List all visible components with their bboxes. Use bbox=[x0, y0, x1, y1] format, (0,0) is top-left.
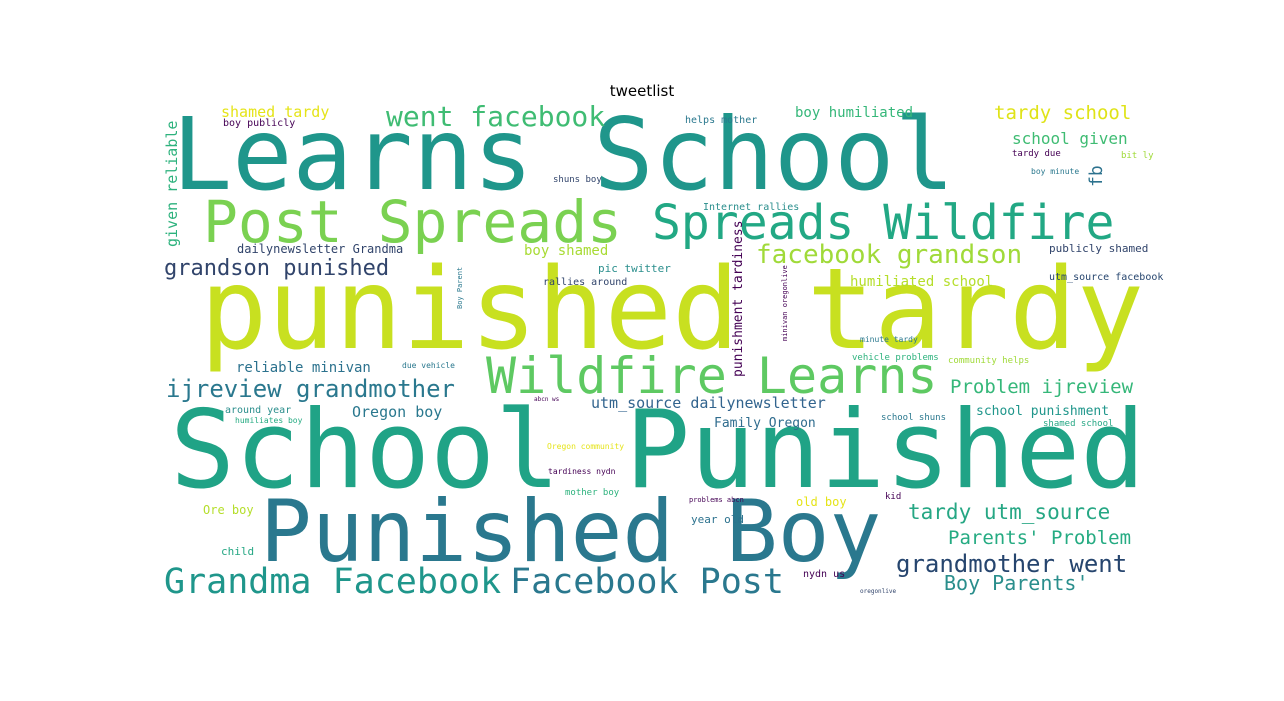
word: humiliated school bbox=[850, 274, 994, 290]
word: Oregon boy bbox=[352, 403, 443, 421]
word: utm_source facebook bbox=[1049, 272, 1164, 283]
word-cloud: Learns School punished tardy School Puni… bbox=[160, 96, 1163, 606]
word: School Punished bbox=[170, 388, 1146, 513]
word: problems abcn bbox=[689, 496, 744, 504]
word: mother boy bbox=[565, 488, 620, 498]
word: reliable minivan bbox=[236, 360, 371, 376]
word: shuns boy bbox=[553, 175, 602, 185]
word: went facebook bbox=[386, 100, 606, 133]
word: ijreview grandmother bbox=[166, 375, 455, 403]
word: school shuns bbox=[881, 413, 947, 423]
word: fb bbox=[1086, 165, 1107, 187]
word: shamed school bbox=[1043, 419, 1114, 429]
word: old boy bbox=[796, 495, 847, 509]
word: Parents' Problem bbox=[948, 527, 1132, 549]
word: community helps bbox=[948, 356, 1030, 366]
word: abcn ws bbox=[534, 396, 560, 403]
word: pic twitter bbox=[598, 262, 671, 275]
word: school punishment bbox=[976, 404, 1110, 419]
word: Internet rallies bbox=[703, 202, 800, 213]
word: due vehicle bbox=[402, 361, 455, 370]
word: Post Spreads bbox=[203, 188, 623, 256]
word: boy minute bbox=[1031, 167, 1080, 176]
word: kid bbox=[885, 492, 902, 502]
word: publicly shamed bbox=[1049, 242, 1149, 255]
word: Spreads Wildfire bbox=[652, 195, 1115, 251]
word: minute tardy bbox=[860, 335, 918, 344]
word: school given bbox=[1012, 129, 1128, 148]
word: oregonlive bbox=[860, 588, 897, 595]
word: boy shamed bbox=[524, 243, 609, 259]
word: utm_source dailynewsletter bbox=[591, 394, 826, 412]
word: Problem ijreview bbox=[950, 376, 1134, 398]
word: Facebook Post bbox=[510, 562, 784, 602]
word: grandson punished bbox=[164, 256, 390, 281]
word: Boy Parents' bbox=[944, 571, 1089, 595]
word: punished tardy bbox=[200, 245, 1145, 375]
word: nydn us bbox=[803, 569, 846, 580]
word: minivan oregonlive bbox=[781, 265, 789, 341]
word: punishment tardiness bbox=[731, 220, 746, 377]
word: tardy school bbox=[994, 102, 1132, 124]
word: tardy due bbox=[1012, 149, 1061, 159]
word: tardy utm_source bbox=[908, 500, 1111, 524]
word: Family Oregon bbox=[714, 416, 816, 431]
word: given reliable bbox=[163, 120, 181, 247]
word: around year bbox=[225, 405, 292, 416]
word: bit ly bbox=[1121, 151, 1154, 161]
word: Oregon community bbox=[547, 442, 625, 451]
word: Learns School bbox=[172, 96, 955, 213]
word: helps mother bbox=[685, 115, 758, 126]
word: Wildfire Learns bbox=[486, 347, 938, 405]
word: boy publicly bbox=[223, 118, 296, 129]
word: year old bbox=[691, 513, 744, 526]
word: boy humiliated bbox=[795, 105, 914, 121]
word: humiliates boy bbox=[235, 416, 303, 425]
word: Boy Parent bbox=[456, 266, 464, 309]
word: facebook grandson bbox=[756, 240, 1023, 270]
word: Grandma Facebook bbox=[164, 562, 502, 602]
word: child bbox=[221, 545, 255, 558]
word: rallies around bbox=[543, 277, 628, 288]
word: tardiness nydn bbox=[548, 467, 616, 476]
word: vehicle problems bbox=[852, 353, 939, 363]
figure-title: tweetlist bbox=[609, 82, 675, 100]
word: Punished Boy bbox=[260, 482, 882, 582]
word: grandmother went bbox=[896, 550, 1128, 578]
word: Ore boy bbox=[203, 503, 254, 517]
word: dailynewsletter Grandma bbox=[237, 242, 404, 256]
word: shamed tardy bbox=[221, 103, 330, 121]
